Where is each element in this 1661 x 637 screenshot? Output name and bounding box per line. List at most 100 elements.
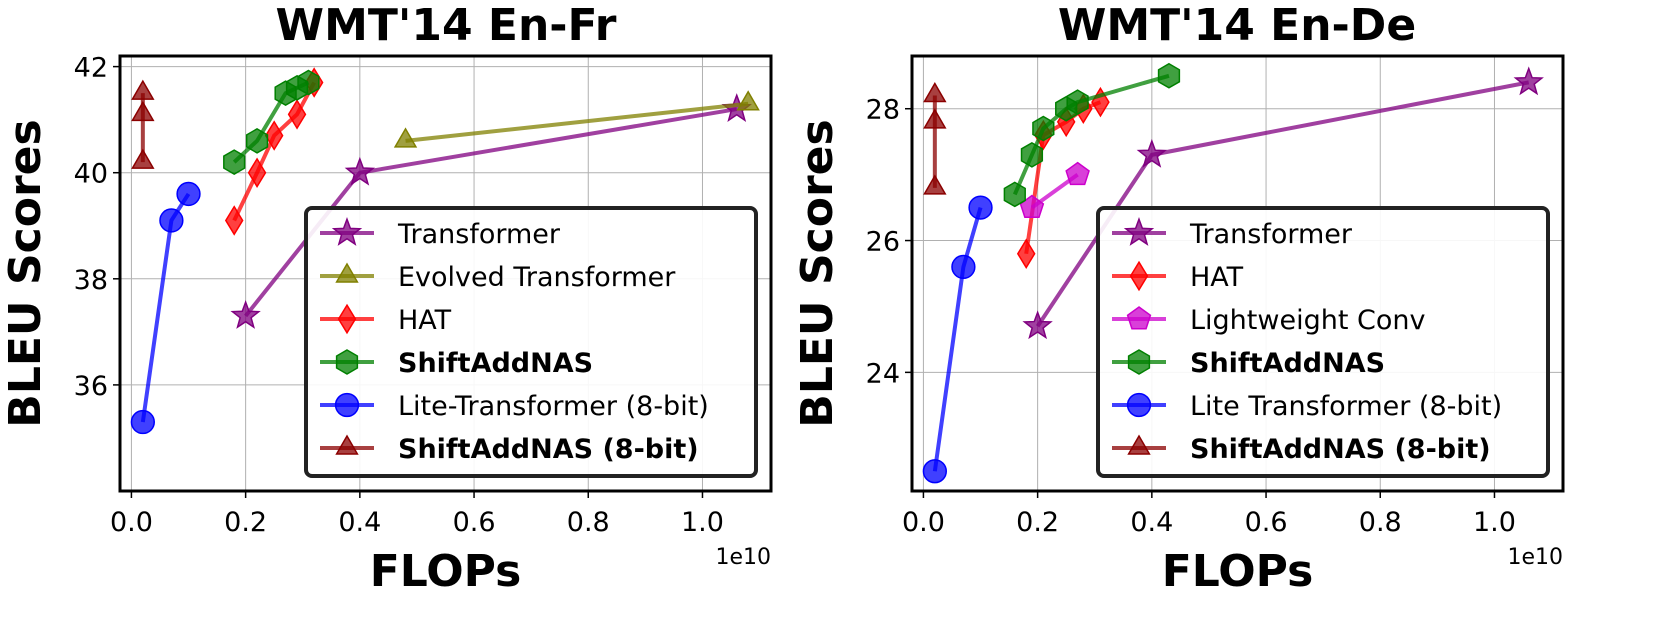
series-line — [405, 101, 749, 143]
legend-marker — [1127, 349, 1151, 375]
data-point — [923, 174, 947, 195]
axes-frame — [118, 54, 773, 493]
legend-label: Transformer — [1189, 219, 1353, 250]
x-tick-label: 0.4 — [1130, 507, 1173, 538]
legend-label: ShiftAddNAS (8-bit) — [398, 434, 699, 465]
legend-box — [304, 206, 758, 478]
data-point — [1020, 141, 1044, 168]
x-axis-label: FLOPs — [1162, 546, 1314, 597]
chart-title: WMT'14 En-Fr — [276, 0, 617, 51]
legend-marker — [337, 303, 357, 335]
data-point — [159, 208, 184, 233]
x-tick-label: 0.4 — [338, 507, 381, 538]
data-point — [1032, 115, 1055, 142]
x-tick-label: 0.0 — [110, 507, 153, 538]
legend-label: Lite-Transformer (8-bit) — [398, 391, 709, 422]
x-offset-label: 1e10 — [1507, 545, 1563, 570]
legend-marker — [335, 434, 359, 455]
legend-label: ShiftAddNAS — [398, 348, 593, 379]
legend-label: Lightweight Conv — [1190, 305, 1425, 336]
data-point — [344, 156, 376, 186]
data-point — [1065, 161, 1090, 186]
legend-marker — [335, 349, 359, 375]
x-tick-label: 1.0 — [1473, 507, 1516, 538]
y-tick-label: 24 — [866, 358, 900, 389]
data-point — [230, 299, 261, 329]
data-point — [245, 128, 269, 154]
data-point — [131, 148, 155, 169]
series-lite-transformer-8-bit — [922, 195, 993, 484]
data-point — [1513, 66, 1544, 96]
legend-marker — [331, 217, 363, 246]
data-point — [968, 195, 993, 220]
data-point — [736, 90, 760, 111]
x-tick-label: 0.6 — [453, 507, 496, 538]
legend-marker — [334, 392, 360, 418]
x-tick-label: 0.8 — [567, 507, 610, 538]
y-axis-label: BLEU Scores — [792, 119, 843, 427]
data-point — [1157, 62, 1181, 89]
legend-marker — [1126, 392, 1152, 418]
series-shiftaddnas — [223, 69, 320, 175]
legend-label: ShiftAddNAS — [1190, 348, 1385, 379]
data-point — [224, 205, 244, 236]
legend-entry-shiftaddnas-8-bit: ShiftAddNAS (8-bit) — [320, 434, 699, 465]
series-transformer — [1022, 66, 1544, 340]
data-point — [1003, 181, 1026, 208]
legend-entry-shiftaddnas-8-bit: ShiftAddNAS (8-bit) — [1112, 434, 1491, 465]
chart-title: WMT'14 En-De — [1058, 0, 1416, 51]
data-point — [131, 100, 155, 122]
series-evolved-transformer — [393, 90, 760, 148]
x-tick-label: 0.8 — [1359, 507, 1402, 538]
series-shiftaddnas-8-bit — [131, 79, 155, 169]
x-axis-label: FLOPs — [370, 546, 522, 597]
y-axis-label: BLEU Scores — [0, 119, 51, 427]
data-point — [223, 149, 246, 175]
x-tick-label: 0.2 — [1016, 507, 1059, 538]
y-tick-label: 28 — [866, 95, 900, 126]
legend-label: ShiftAddNAS (8-bit) — [1190, 434, 1491, 465]
data-point — [264, 120, 284, 151]
series-line — [932, 207, 983, 472]
y-tick-label: 36 — [74, 371, 108, 402]
legend-label: Transformer — [397, 219, 561, 250]
legend-entry-hat: HAT — [1112, 260, 1244, 293]
series-transformer — [230, 93, 752, 329]
legend-entry-transformer: Transformer — [320, 217, 561, 250]
legend-marker — [1127, 434, 1151, 455]
legend-entry-lite-transformer-8-bit: Lite Transformer (8-bit) — [1112, 391, 1502, 422]
y-tick-label: 42 — [74, 53, 108, 84]
series-lightweight-conv — [1019, 161, 1090, 219]
legend-entry-hat: HAT — [320, 303, 452, 336]
data-point — [1066, 89, 1089, 116]
data-point — [1022, 310, 1053, 340]
data-point — [1136, 138, 1168, 168]
legend-entry-lite-transformer-8-bit: Lite-Transformer (8-bit) — [320, 391, 709, 422]
y-tick-label: 40 — [74, 159, 108, 190]
data-point — [176, 181, 201, 207]
data-point — [951, 254, 976, 280]
series-shiftaddnas-8-bit — [923, 82, 947, 195]
x-tick-label: 1.0 — [681, 507, 724, 538]
data-point — [1016, 238, 1036, 269]
y-tick-label: 26 — [866, 227, 900, 258]
data-point — [923, 82, 947, 103]
legend-label: HAT — [1190, 262, 1244, 293]
legend-marker — [1126, 306, 1152, 330]
legend-marker — [1129, 260, 1149, 292]
x-tick-label: 0.2 — [224, 507, 267, 538]
chart-en-de: WMT'14 En-De 0.0 0.2 0.4 0.6 0.8 1.0 24 26 28 FLOP… — [792, 0, 1565, 597]
legend: Transformer Evolved Transformer HAT ShiftAd… — [304, 206, 758, 478]
chart-en-fr: WMT'14 En-Fr 0.0 0.2 0.4 0.6 0.8 1.0 36 38 40 42 FL… — [0, 0, 773, 597]
data-point — [131, 79, 155, 100]
series-shiftaddnas — [1003, 62, 1181, 208]
legend-label: Lite Transformer (8-bit) — [1190, 391, 1502, 422]
legend-marker — [335, 262, 359, 283]
data-point — [130, 409, 155, 435]
data-point — [297, 69, 320, 96]
series-lite-transformer-8-bit — [130, 181, 201, 435]
data-point — [393, 127, 418, 148]
data-point — [922, 459, 947, 484]
legend-entry-transformer: Transformer — [1112, 217, 1353, 250]
